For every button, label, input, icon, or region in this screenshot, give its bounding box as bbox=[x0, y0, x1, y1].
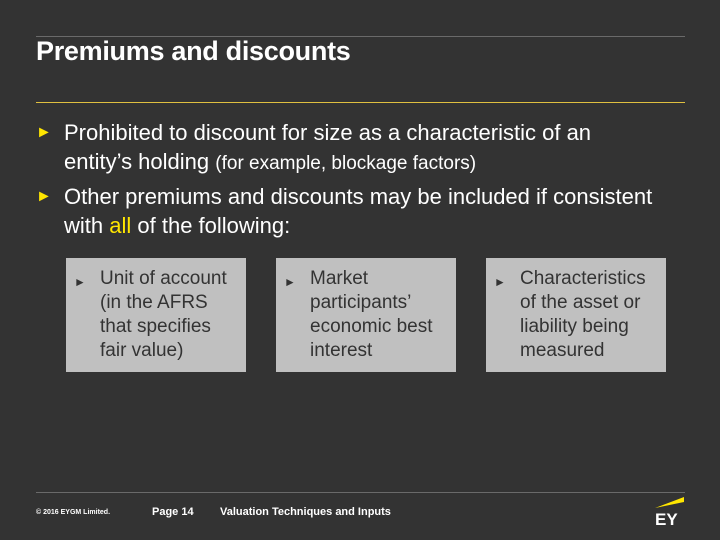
bullet-text: Other premiums and discounts may be incl… bbox=[64, 184, 653, 238]
criteria-box-2: ► Market participants’ economic best inte… bbox=[276, 258, 456, 372]
footer-divider bbox=[36, 492, 685, 493]
title-underline bbox=[36, 102, 685, 103]
top-divider bbox=[36, 36, 685, 37]
box-text: Characteristics of the asset or liabilit… bbox=[520, 268, 646, 361]
page-number: Page 14 bbox=[152, 506, 194, 518]
box-text: Unit of account (in the AFRS that specif… bbox=[100, 268, 227, 361]
svg-text:EY: EY bbox=[655, 510, 678, 526]
box-text: Market participants’ economic best inter… bbox=[310, 268, 433, 361]
slide-title: Premiums and discounts bbox=[36, 36, 351, 66]
criteria-box-1: ► Unit of account (in the AFRS that speci… bbox=[66, 258, 246, 372]
criteria-box-3: ► Characteristics of the asset or liabili… bbox=[486, 258, 666, 372]
ey-logo-icon: EY bbox=[655, 497, 684, 526]
bullet-note: (for example, blockage factors) bbox=[215, 153, 477, 174]
bullet-text: Prohibited to discount for size as a cha… bbox=[64, 120, 592, 174]
highlight-word: all bbox=[109, 213, 132, 238]
triangle-bullet-icon: ► bbox=[74, 275, 86, 289]
footer-section: Valuation Techniques and Inputs bbox=[220, 506, 391, 518]
bullet-text-end: of the following: bbox=[137, 213, 291, 238]
triangle-bullet-icon: ► bbox=[284, 275, 296, 289]
triangle-bullet-icon: ► bbox=[36, 188, 52, 205]
copyright: © 2016 EYGM Limited. bbox=[36, 509, 111, 516]
triangle-bullet-icon: ► bbox=[494, 275, 506, 289]
triangle-bullet-icon: ► bbox=[36, 124, 52, 141]
